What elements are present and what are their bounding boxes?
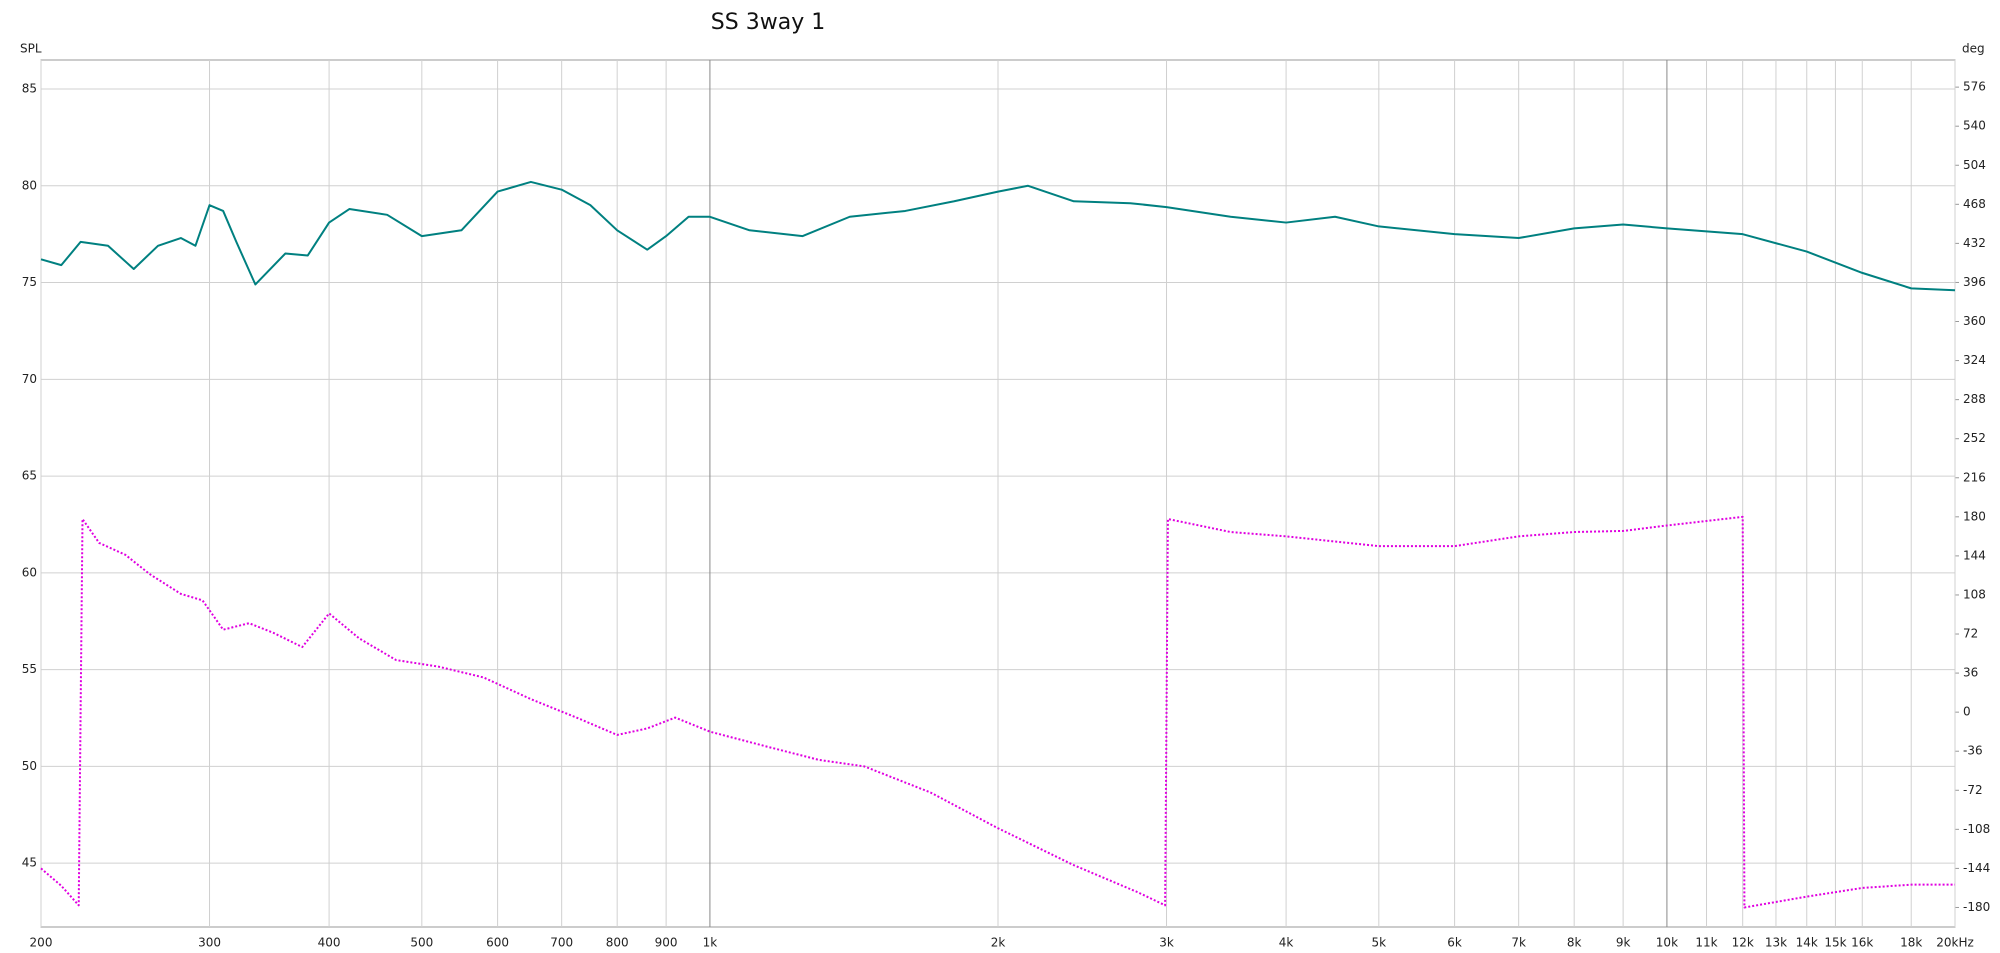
x-tick-label: 4k <box>1279 936 1294 950</box>
y2-tick-label: 0 <box>1963 705 1971 719</box>
y-tick-label: 80 <box>22 178 37 192</box>
x-tick-label: 200 <box>30 936 53 950</box>
y2-tick-label: 216 <box>1963 470 1986 484</box>
y2-tick-label: 252 <box>1963 431 1986 445</box>
y-tick-label: 50 <box>22 759 37 773</box>
x-tick-label: 20kHz <box>1936 936 1974 950</box>
y-tick-label: 75 <box>22 275 37 289</box>
x-tick-label: 11k <box>1695 936 1717 950</box>
y2-tick-label: 396 <box>1963 275 1986 289</box>
x-tick-label: 8k <box>1567 936 1582 950</box>
series-line <box>40 515 1955 909</box>
y-tick-label: 45 <box>22 856 37 870</box>
x-tick-label: 13k <box>1765 936 1787 950</box>
y2-tick-label: 432 <box>1963 236 1986 250</box>
y-tick-label: 85 <box>22 82 37 96</box>
y2-tick-label: 468 <box>1963 197 1986 211</box>
y-tick-label: 55 <box>22 662 37 676</box>
y-tick-label: 70 <box>22 372 37 386</box>
x-tick-label: 5k <box>1372 936 1387 950</box>
x-tick-label: 2k <box>991 936 1006 950</box>
y2-axis-label: deg <box>1962 42 1985 56</box>
y2-tick-label: 144 <box>1963 548 1986 562</box>
x-tick-label: 900 <box>655 936 678 950</box>
y2-tick-label: -180 <box>1963 900 1990 914</box>
y2-tick-label: -144 <box>1963 861 1990 875</box>
y2-tick-label: -36 <box>1963 744 1983 758</box>
series-line <box>40 180 1956 292</box>
y2-tick-label: -108 <box>1963 822 1990 836</box>
x-tick-label: 18k <box>1900 936 1922 950</box>
y2-tick-label: 72 <box>1963 627 1978 641</box>
x-tick-label: 800 <box>606 936 629 950</box>
x-tick-label: 700 <box>550 936 573 950</box>
x-tick-label: 400 <box>318 936 341 950</box>
x-tick-label: 600 <box>486 936 509 950</box>
y2-tick-label: 180 <box>1963 509 1986 523</box>
x-tick-label: 10k <box>1656 936 1678 950</box>
y2-tick-label: 288 <box>1963 392 1986 406</box>
x-tick-label: 3k <box>1159 936 1174 950</box>
y2-tick-label: -72 <box>1963 783 1983 797</box>
x-tick-label: 15k <box>1824 936 1846 950</box>
x-tick-label: 14k <box>1796 936 1818 950</box>
y-tick-label: 60 <box>22 565 37 579</box>
y-tick-label: 65 <box>22 469 37 483</box>
x-tick-label: 9k <box>1616 936 1631 950</box>
y2-tick-label: 576 <box>1963 80 1986 94</box>
y2-tick-label: 36 <box>1963 666 1978 680</box>
x-tick-label: 1k <box>703 936 718 950</box>
y2-tick-label: 504 <box>1963 158 1986 172</box>
x-tick-label: 6k <box>1447 936 1462 950</box>
y2-tick-label: 360 <box>1963 314 1986 328</box>
chart-title: SS 3way 1 <box>711 10 825 35</box>
y2-tick-label: 540 <box>1963 119 1986 133</box>
x-tick-label: 12k <box>1732 936 1754 950</box>
x-tick-label: 16k <box>1851 936 1873 950</box>
y-axis-label: SPL <box>20 42 42 56</box>
y2-tick-label: 108 <box>1963 587 1986 601</box>
x-tick-label: 500 <box>410 936 433 950</box>
x-tick-label: 7k <box>1511 936 1526 950</box>
y2-tick-label: 324 <box>1963 353 1986 367</box>
x-tick-label: 300 <box>198 936 221 950</box>
